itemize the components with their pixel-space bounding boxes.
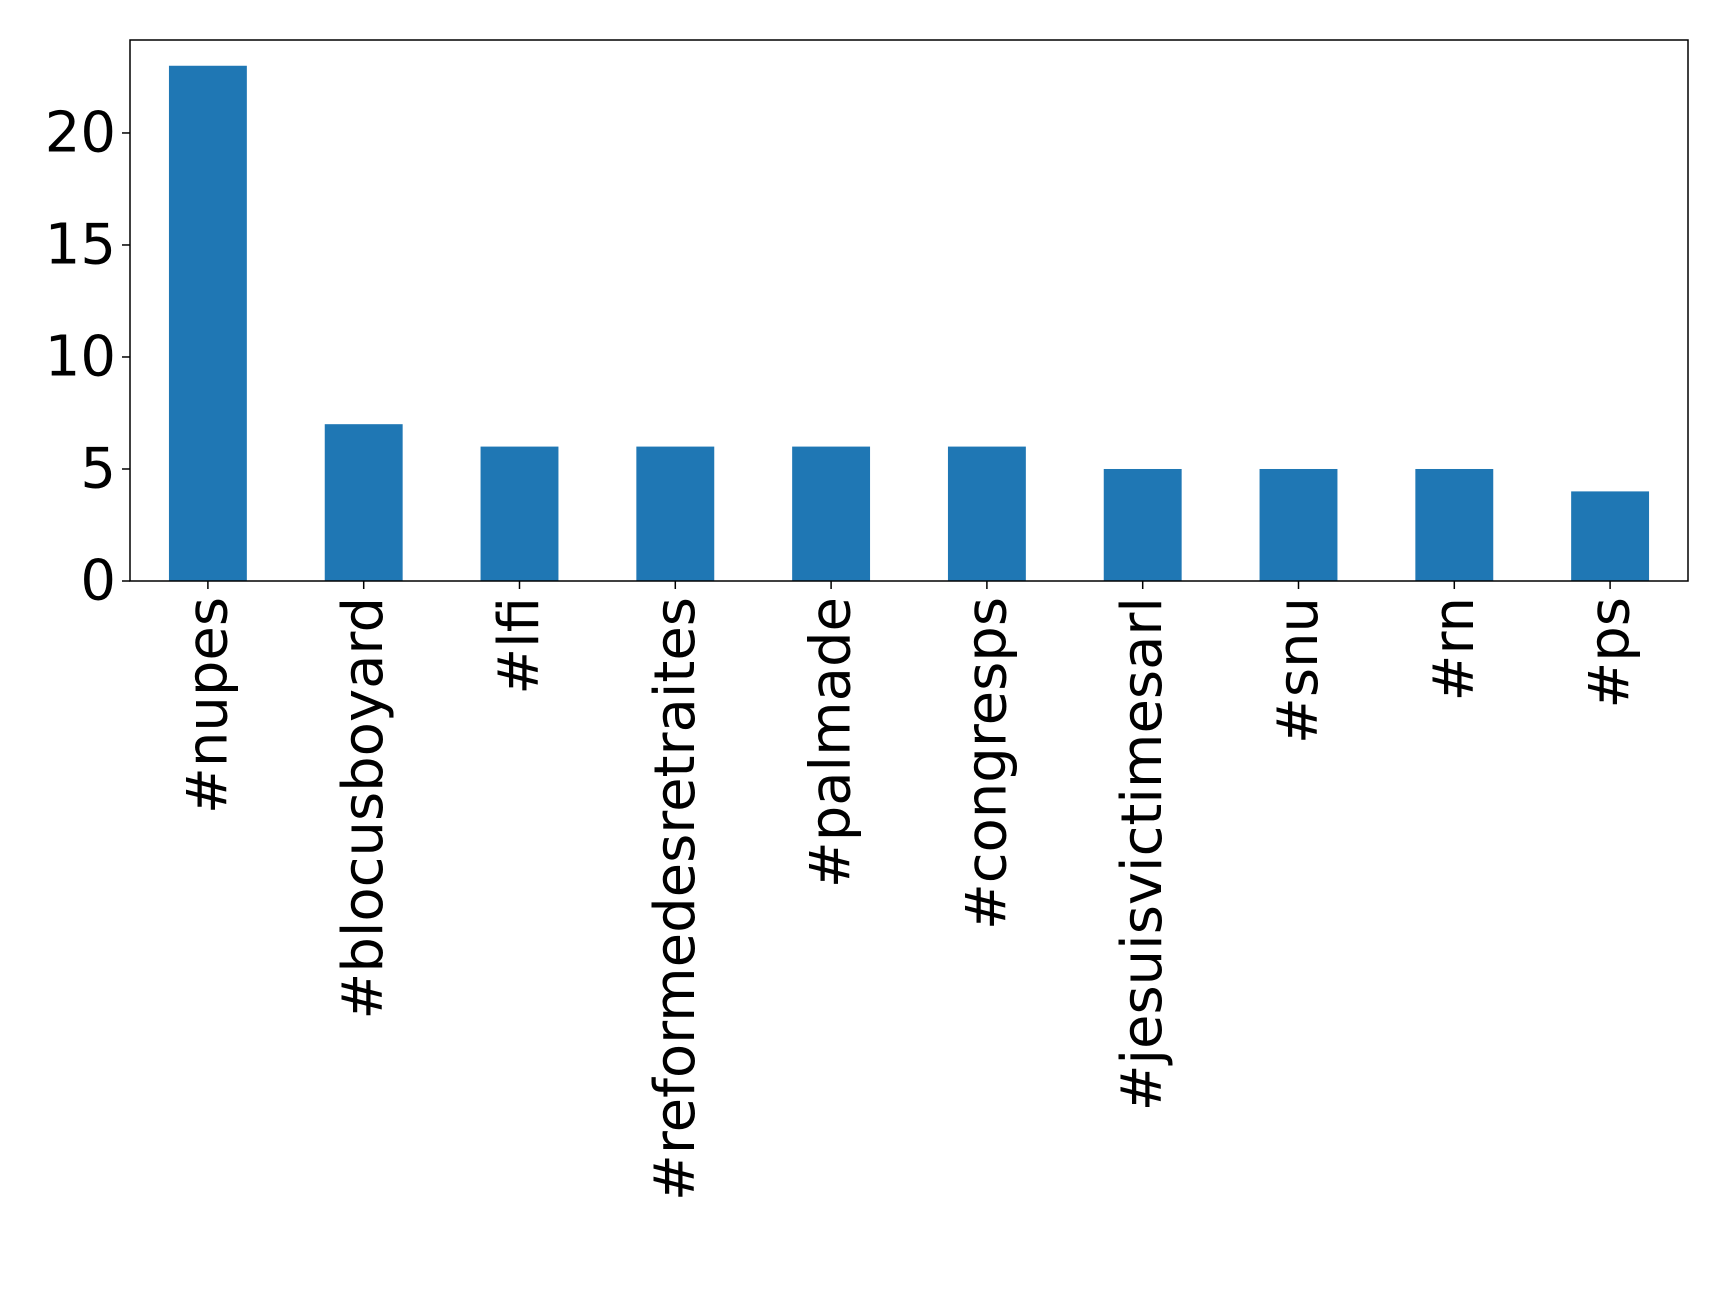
bar-blocusboyard <box>324 424 403 581</box>
x-tick-label: #congresps <box>954 597 1019 930</box>
bar-snu <box>1259 468 1338 581</box>
x-tick-label: #rn <box>1422 597 1487 701</box>
x-tick-label: #lfi <box>487 597 552 695</box>
bar-jesuisvictimesarl <box>1103 468 1182 581</box>
x-tick-label: #ps <box>1578 597 1643 709</box>
bar-palmade <box>792 446 871 581</box>
y-tick-label: 20 <box>45 100 116 165</box>
y-tick-label: 0 <box>80 549 116 614</box>
y-axis: 0 5 10 15 20 <box>45 100 130 614</box>
x-tick-label: #palmade <box>799 597 864 888</box>
x-tick-label: #blocusboyard <box>331 597 396 1020</box>
x-tick-label: #nupes <box>175 597 240 814</box>
bar-reformedesretraites <box>636 446 715 581</box>
y-tick-label: 10 <box>45 324 116 389</box>
bar-ps <box>1571 491 1650 581</box>
bar-rn <box>1415 468 1494 581</box>
x-tick-label: #snu <box>1266 597 1331 744</box>
x-axis: #nupes #blocusboyard #lfi #reformedesretrai… <box>175 581 1643 1201</box>
x-tick-label: #jesuisvictimesarl <box>1110 597 1175 1111</box>
y-tick-label: 15 <box>45 212 116 277</box>
x-tick-label: #reformedesretraites <box>643 597 708 1201</box>
bar-lfi <box>480 446 559 581</box>
bar-congresps <box>947 446 1026 581</box>
plot-frame <box>129 39 1689 582</box>
bar-nupes <box>168 65 247 581</box>
bars-layer <box>168 65 1650 581</box>
y-tick-label: 5 <box>80 436 116 501</box>
